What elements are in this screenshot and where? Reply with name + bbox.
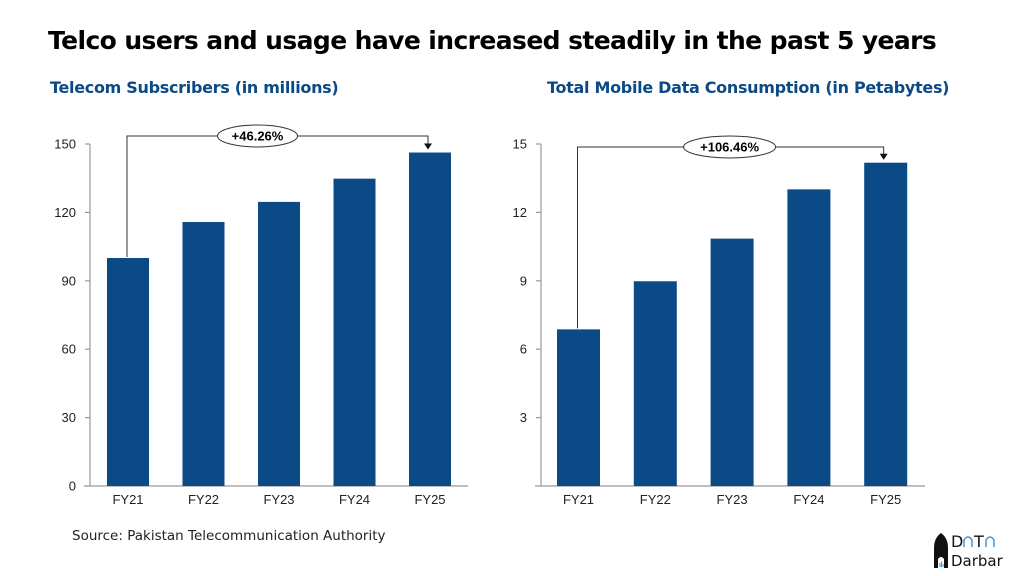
growth-badge-label: +46.26% xyxy=(232,129,284,144)
y-tick-label: 9 xyxy=(520,273,527,288)
x-tick-label: FY21 xyxy=(112,492,143,507)
y-tick-label: 12 xyxy=(513,205,527,220)
y-tick-label: 150 xyxy=(54,137,76,152)
y-tick-label: 3 xyxy=(520,410,527,425)
bar-fy22 xyxy=(633,281,677,486)
logo-letter-t: T xyxy=(973,532,984,551)
bar-fy24 xyxy=(333,178,376,486)
y-tick-label: 6 xyxy=(520,342,527,357)
bar-fy23 xyxy=(258,201,300,487)
growth-badge xyxy=(217,124,298,148)
y-tick-label: 15 xyxy=(513,137,527,152)
bar-fy25 xyxy=(864,162,908,487)
y-tick-label: 120 xyxy=(54,205,76,220)
bar-fy21 xyxy=(107,258,149,486)
y-tick-label: 30 xyxy=(62,410,76,425)
x-tick-label: FY23 xyxy=(263,492,294,507)
growth-badge xyxy=(683,135,777,159)
logo-wave-a xyxy=(963,536,973,547)
arrow-down-icon xyxy=(424,143,432,150)
x-tick-label: FY23 xyxy=(717,492,748,507)
logo-line1: D xyxy=(951,532,963,551)
bar-fy21 xyxy=(557,329,600,486)
bar-fy24 xyxy=(787,189,831,486)
x-tick-label: FY24 xyxy=(793,492,824,507)
bar-fy22 xyxy=(182,221,225,486)
logo-wave-b xyxy=(985,536,995,547)
x-tick-label: FY22 xyxy=(640,492,671,507)
logo-line2: Darbar xyxy=(951,552,1004,570)
x-tick-label: FY24 xyxy=(339,492,370,507)
y-tick-label: 60 xyxy=(62,342,76,357)
bar-fy23 xyxy=(710,238,754,486)
growth-badge-label: +106.46% xyxy=(700,140,759,155)
x-tick-label: FY22 xyxy=(188,492,219,507)
bar-fy25 xyxy=(409,152,451,486)
arrow-down-icon xyxy=(879,153,888,160)
x-tick-label: FY25 xyxy=(870,492,901,507)
chart-title-data-consumption: Total Mobile Data Consumption (in Petaby… xyxy=(547,78,950,97)
data-darbar-logo: D T Darbar xyxy=(934,532,1004,570)
chart-title-subscribers: Telecom Subscribers (in millions) xyxy=(50,78,339,97)
y-tick-label: 90 xyxy=(62,273,76,288)
x-tick-label: FY25 xyxy=(414,492,445,507)
mosque-icon xyxy=(934,533,948,568)
x-tick-label: FY21 xyxy=(563,492,594,507)
source-note: Source: Pakistan Telecommunication Autho… xyxy=(72,528,386,544)
main-title: Telco users and usage have increased ste… xyxy=(48,26,937,55)
y-tick-label: 0 xyxy=(69,479,76,494)
